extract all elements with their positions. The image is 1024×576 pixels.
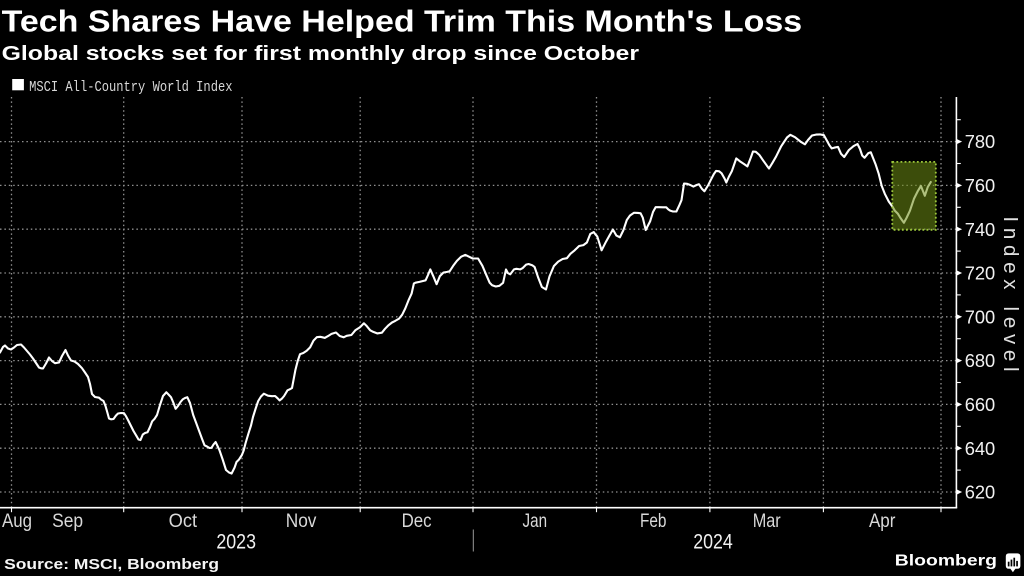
svg-text:MSCI All-Country World Index: MSCI All-Country World Index [29,80,233,96]
svg-text:2023: 2023 [216,530,256,554]
svg-text:Aug: Aug [2,510,32,532]
svg-text:700: 700 [965,306,996,327]
svg-text:640: 640 [965,438,996,459]
svg-text:Feb: Feb [640,510,667,532]
svg-text:Nov: Nov [286,510,317,532]
svg-text:Global stocks set for first mo: Global stocks set for first monthly drop… [2,42,639,65]
svg-text:Dec: Dec [402,510,432,532]
svg-text:Bloomberg: Bloomberg [895,553,997,570]
svg-text:Oct: Oct [169,510,198,532]
svg-text:Mar: Mar [753,510,781,532]
svg-text:Source: MSCI, Bloomberg: Source: MSCI, Bloomberg [4,557,219,573]
svg-text:Apr: Apr [869,510,896,532]
svg-text:Sep: Sep [52,510,83,532]
svg-text:720: 720 [965,263,996,284]
svg-text:740: 740 [965,219,996,240]
svg-text:660: 660 [965,394,996,415]
svg-text:760: 760 [965,175,996,196]
svg-text:Tech Shares Have Helped Trim T: Tech Shares Have Helped Trim This Month'… [2,4,803,39]
svg-text:680: 680 [965,350,996,371]
svg-text:2024: 2024 [693,530,733,554]
svg-text:Jan: Jan [523,510,548,532]
svg-text:780: 780 [965,131,996,152]
svg-text:620: 620 [965,482,996,503]
